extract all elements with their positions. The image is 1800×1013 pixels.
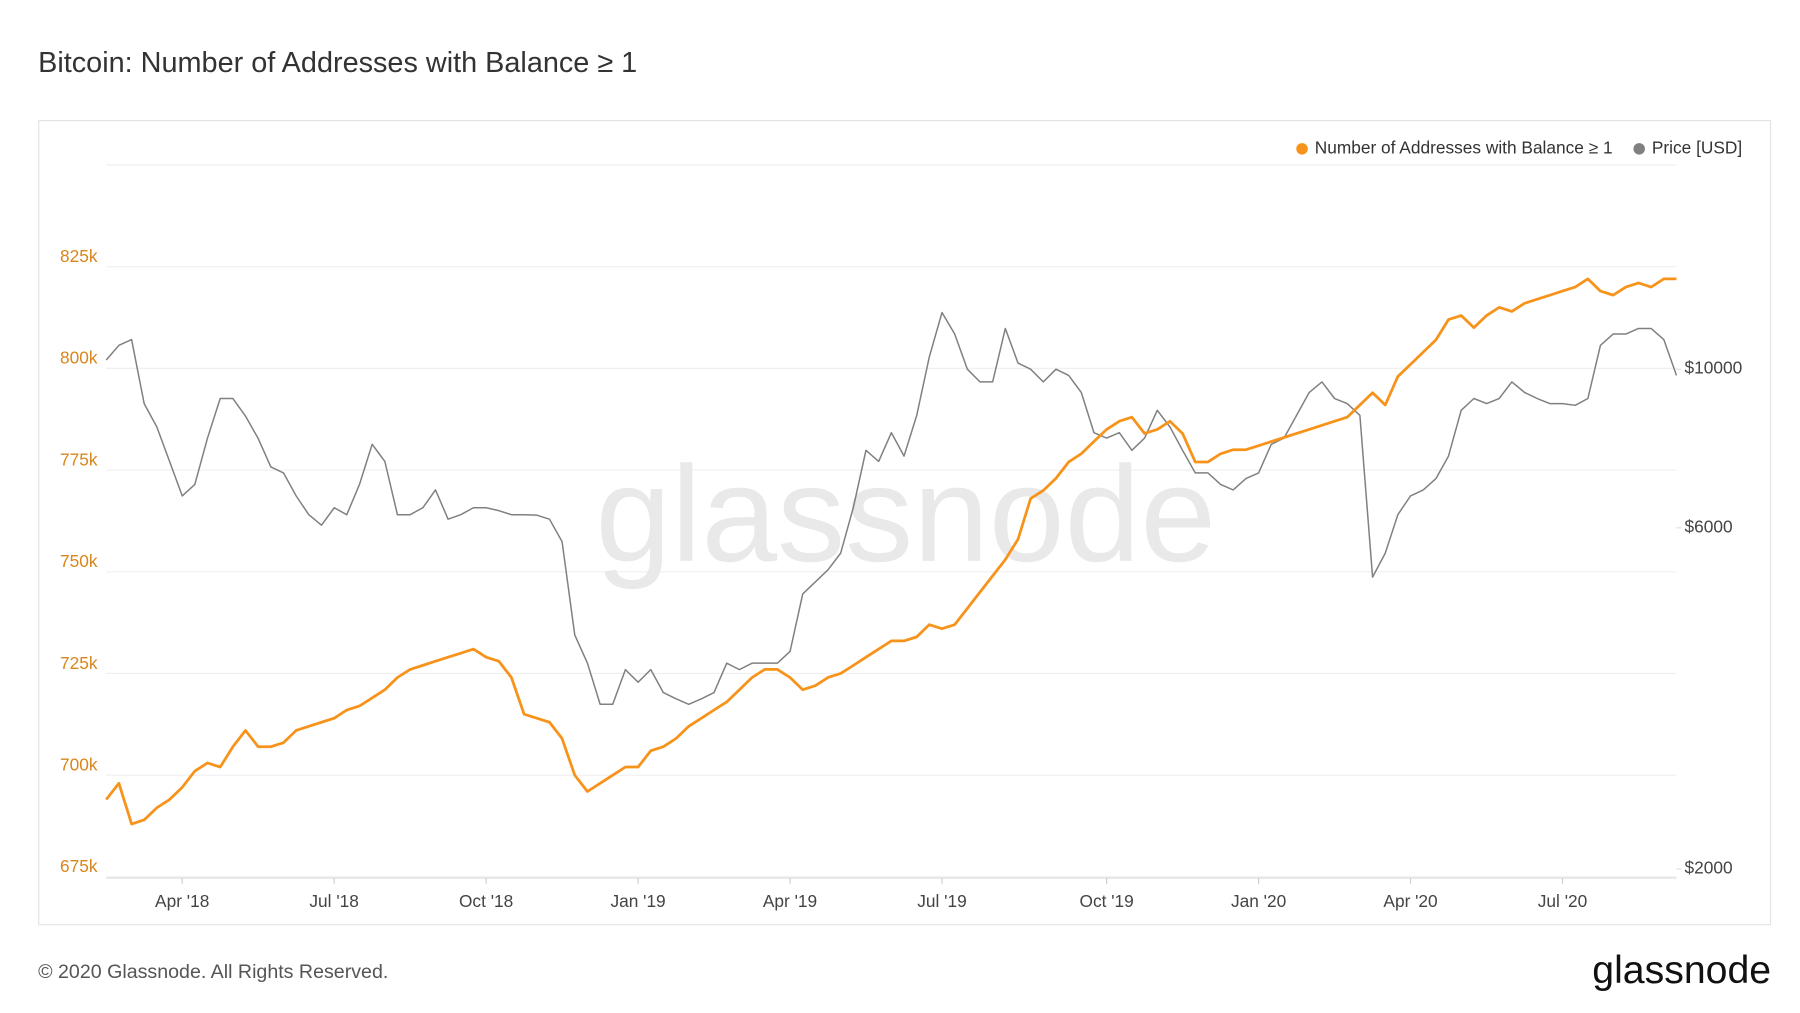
y2-tick-label: $6000 xyxy=(1685,516,1733,536)
y-tick-label: 725k xyxy=(60,653,98,673)
x-tick-label: Apr '20 xyxy=(1383,891,1437,911)
y-tick-label: 675k xyxy=(60,856,98,876)
y-tick-label: 700k xyxy=(60,754,98,774)
series-line xyxy=(105,311,1678,706)
x-tick-label: Jan '20 xyxy=(1231,891,1286,911)
x-tick-label: Jul '20 xyxy=(1538,891,1587,911)
y-tick-label: 825k xyxy=(60,246,98,266)
legend-marker xyxy=(1296,143,1308,155)
series-line xyxy=(105,277,1677,826)
watermark: glassnode xyxy=(595,438,1216,590)
y2-tick-label: $10000 xyxy=(1685,358,1743,378)
y-tick-label: 775k xyxy=(60,449,98,469)
x-tick-label: Jan '19 xyxy=(610,891,665,911)
y-tick-label: 750k xyxy=(60,551,98,571)
legend-marker xyxy=(1633,143,1645,155)
x-tick-label: Apr '19 xyxy=(763,891,817,911)
x-tick-label: Jul '18 xyxy=(309,891,358,911)
y-tick-label: 800k xyxy=(60,348,98,368)
x-tick-label: Oct '19 xyxy=(1079,891,1133,911)
x-tick-label: Jul '19 xyxy=(917,891,966,911)
x-tick-label: Apr '18 xyxy=(155,891,209,911)
y2-tick-label: $2000 xyxy=(1685,858,1733,878)
x-tick-label: Oct '18 xyxy=(459,891,513,911)
legend: Price [USD] Number of Addresses with Bala… xyxy=(1296,137,1742,157)
chart-panel xyxy=(38,119,1772,926)
legend-label: Number of Addresses with Balance ≥ 1 xyxy=(1315,137,1613,157)
legend-label: Price [USD] xyxy=(1652,137,1742,157)
footer: © 2020 Glassnode. All Rights Reserved. xyxy=(38,961,388,983)
brand-logo: glassnode xyxy=(1592,948,1771,992)
chart-title: Bitcoin: Number of Addresses with Balanc… xyxy=(38,47,637,79)
